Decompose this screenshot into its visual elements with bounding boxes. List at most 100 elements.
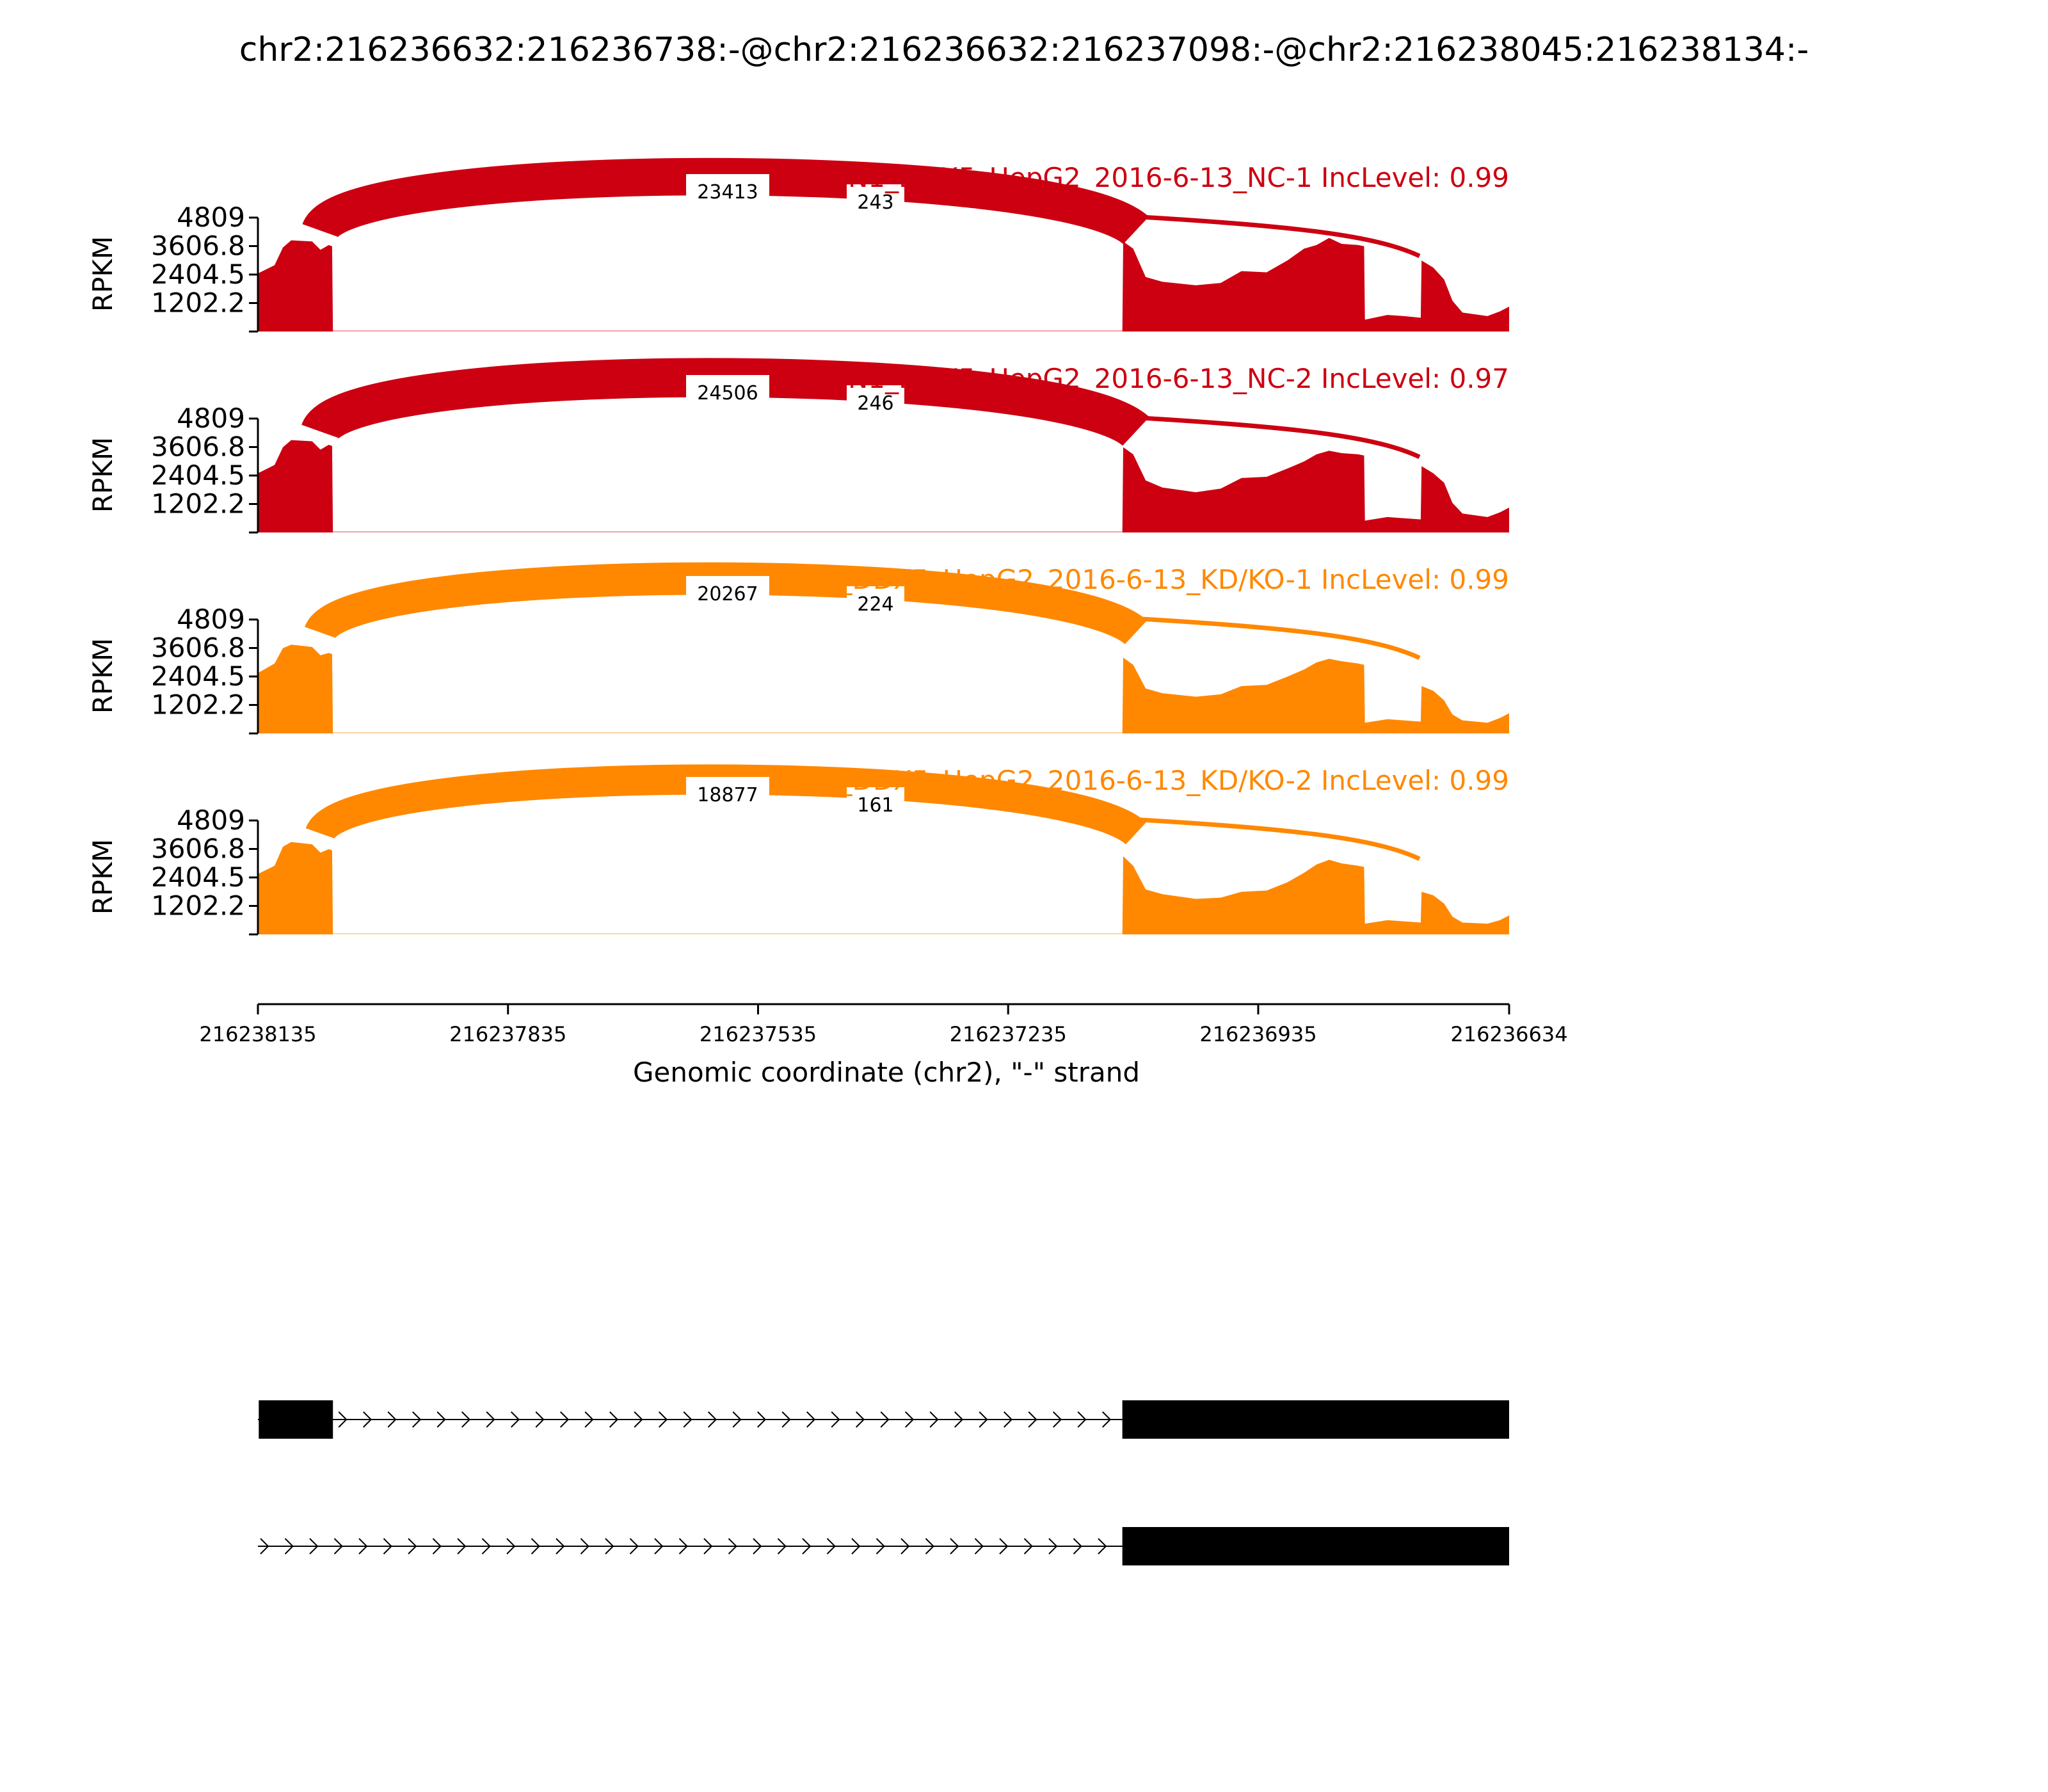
intron-arrow <box>929 1411 939 1428</box>
y-axis-label: RPKM <box>87 236 118 312</box>
y-axis-label: RPKM <box>87 839 118 915</box>
intron-arrow <box>826 1538 836 1555</box>
intron-arrow <box>284 1538 294 1555</box>
intron-arrow <box>659 1411 668 1428</box>
x-tick-label: 216238135 <box>199 1022 316 1046</box>
y-tick-label: 4809 <box>177 202 245 233</box>
y-tick-label: 2404.5 <box>151 259 245 290</box>
intron-arrow <box>338 1411 348 1428</box>
intron-arrow <box>584 1411 594 1428</box>
y-tick-label: 1202.2 <box>151 689 245 721</box>
intron-arrow <box>856 1411 865 1428</box>
panel-title: FN1_DDX5_HepG2_2016-6-13_NC-2 IncLevel: … <box>833 363 1509 394</box>
sample-panel: 20267 224FN1_DDX5_HepG2_2016-6-13_KD/KO-1… <box>87 562 1509 735</box>
junction-arc-minor <box>1129 415 1421 460</box>
intron-arrow <box>481 1538 491 1555</box>
intron-arrow <box>757 1411 767 1428</box>
junction-count-minor: 243 <box>857 191 893 214</box>
y-tick-label: 1202.2 <box>151 488 245 520</box>
intron-arrow <box>1004 1411 1013 1428</box>
junction-count-minor: 161 <box>857 794 893 817</box>
intron-arrow <box>905 1411 915 1428</box>
y-axis-label: RPKM <box>87 437 118 513</box>
y-tick-label: 3606.8 <box>151 431 245 462</box>
intron-arrow <box>802 1538 812 1555</box>
junction-count-major-box <box>686 576 769 613</box>
x-tick-label: 216236935 <box>1199 1022 1316 1046</box>
junction-count-minor: 246 <box>857 392 893 415</box>
y-tick-label: 1202.2 <box>151 890 245 922</box>
intron-arrow <box>979 1411 988 1428</box>
intron-arrow <box>609 1411 619 1428</box>
exon-block <box>1122 1400 1509 1439</box>
y-tick-label: 2404.5 <box>151 861 245 893</box>
intron-arrow <box>880 1411 890 1428</box>
panel-title: FN1_DDX5_HepG2_2016-6-13_KD/KO-1 IncLeve… <box>786 564 1509 595</box>
intron-arrow <box>629 1538 639 1555</box>
junction-count-major: 20267 <box>697 583 758 605</box>
junction-count-minor-box <box>847 787 904 824</box>
junction-arc-minor <box>1129 817 1421 861</box>
x-tick-label: 216236634 <box>1450 1022 1567 1046</box>
y-tick-label: 3606.8 <box>151 833 245 864</box>
junction-count-major-box <box>686 777 769 814</box>
x-tick-label: 216237235 <box>950 1022 1067 1046</box>
exon-block <box>1122 1527 1509 1565</box>
intron-arrow <box>678 1538 688 1555</box>
y-tick-label: 2404.5 <box>151 660 245 692</box>
x-tick-label: 216237535 <box>700 1022 817 1046</box>
intron-arrow <box>580 1538 589 1555</box>
intron-arrow <box>436 1411 446 1428</box>
junction-count-major-box <box>686 174 769 211</box>
intron-arrow <box>634 1411 643 1428</box>
intron-arrow <box>309 1538 319 1555</box>
intron-arrow <box>511 1411 520 1428</box>
intron-arrow <box>486 1411 495 1428</box>
junction-arc-minor <box>1129 214 1421 259</box>
intron-arrow <box>777 1538 787 1555</box>
intron-arrow <box>974 1538 984 1555</box>
junction-count-major: 23413 <box>697 181 758 204</box>
intron-arrow <box>1028 1411 1037 1428</box>
coverage-area <box>258 644 1509 733</box>
intron-arrow <box>954 1411 964 1428</box>
junction-count-minor-box <box>847 385 904 422</box>
junction-count-minor-box <box>847 586 904 623</box>
y-tick-label: 4809 <box>177 604 245 635</box>
intron-arrow <box>260 1538 269 1555</box>
intron-arrow <box>412 1411 422 1428</box>
junction-arc-minor <box>1129 616 1421 660</box>
x-axis: 216238135 216237835 216237535 216237235 2162… <box>199 1003 1568 1046</box>
x-tick-label: 216237835 <box>449 1022 566 1046</box>
intron-arrow <box>432 1538 442 1555</box>
intron-arrow <box>851 1538 861 1555</box>
y-axis-label: RPKM <box>87 638 118 714</box>
y-tick-label: 3606.8 <box>151 230 245 261</box>
intron-arrow <box>531 1538 540 1555</box>
intron-arrow <box>683 1411 692 1428</box>
intron-arrow <box>1053 1411 1062 1428</box>
intron-arrow <box>535 1411 545 1428</box>
x-axis-label: Genomic coordinate (chr2), "-" strand <box>633 1057 1140 1088</box>
y-tick-label: 4809 <box>177 403 245 434</box>
intron-arrow <box>806 1411 816 1428</box>
intron-arrow <box>781 1411 791 1428</box>
isoform-row <box>258 1400 1509 1439</box>
panel-title: FN1_DDX5_HepG2_2016-6-13_NC-1 IncLevel: … <box>833 162 1509 193</box>
junction-count-minor: 224 <box>857 593 893 616</box>
junction-count-major: 24506 <box>697 382 758 404</box>
intron-arrow <box>1098 1538 1107 1555</box>
intron-arrow <box>753 1538 762 1555</box>
intron-arrow <box>1048 1538 1058 1555</box>
intron-arrow <box>506 1538 516 1555</box>
intron-arrow <box>703 1538 713 1555</box>
exon-block <box>259 1400 333 1439</box>
figure-title: chr2:216236632:216236738:-@chr2:21623663… <box>239 31 1809 69</box>
isoform-row <box>258 1527 1509 1565</box>
intron-arrow <box>728 1538 737 1555</box>
intron-arrow <box>605 1538 614 1555</box>
